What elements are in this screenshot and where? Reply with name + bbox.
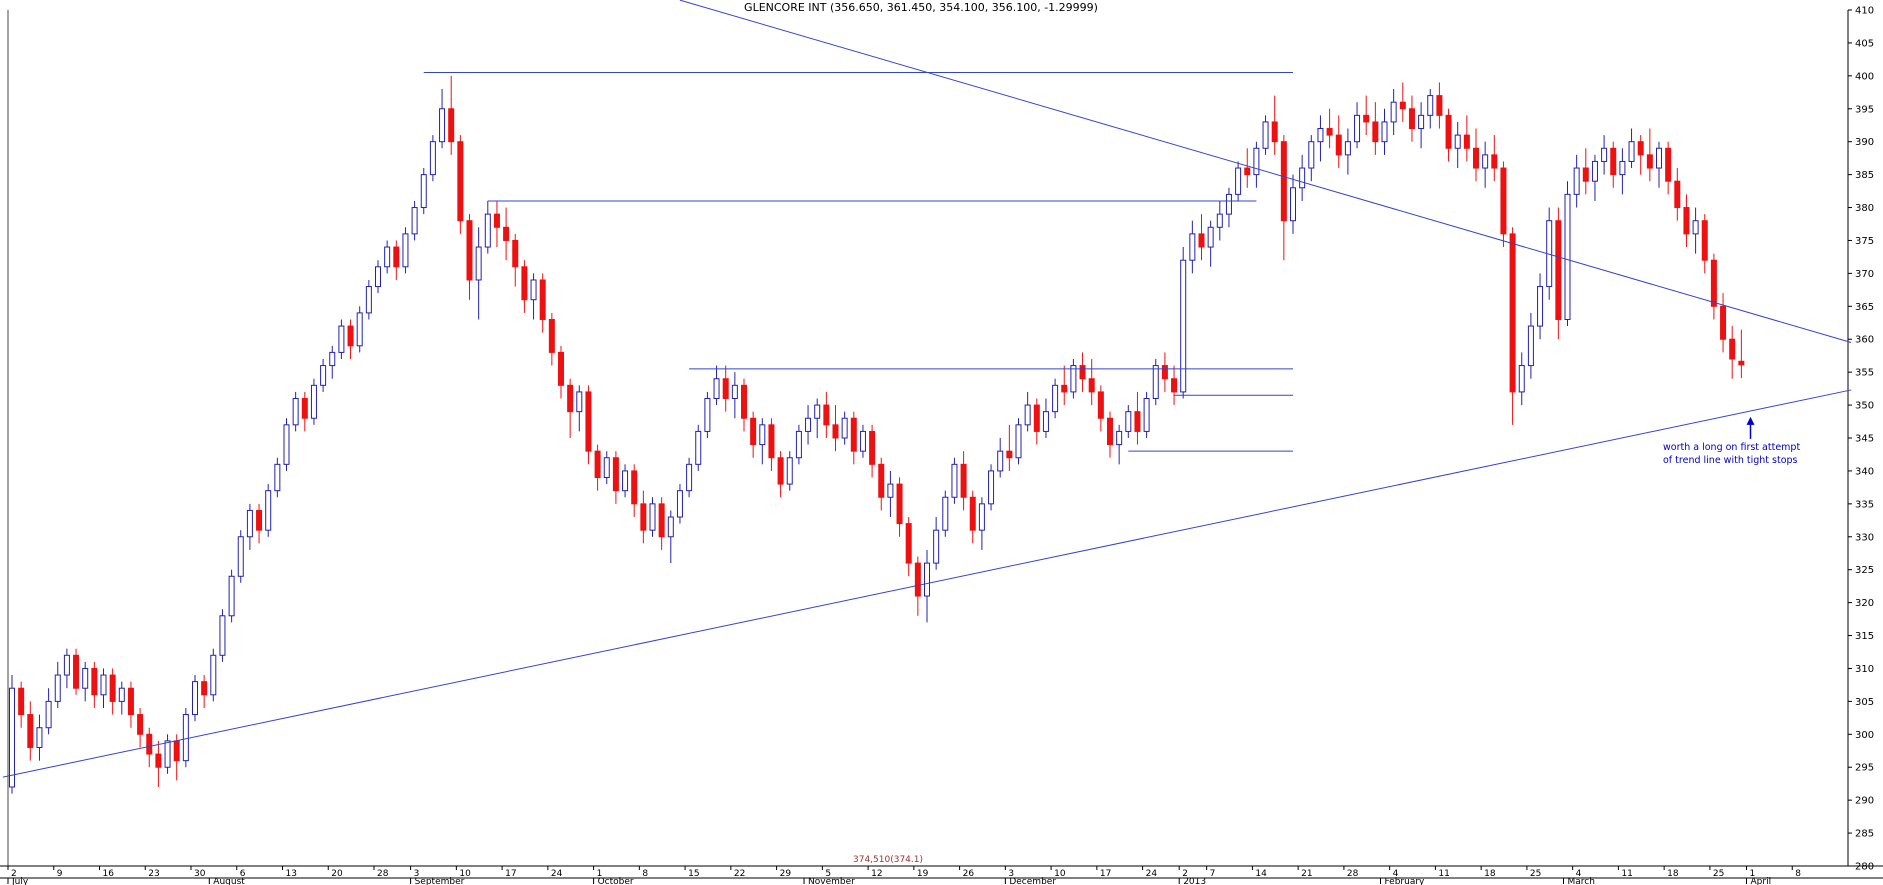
svg-text:3: 3 (1008, 869, 1014, 879)
svg-text:28: 28 (1347, 869, 1359, 879)
svg-text:29: 29 (780, 869, 792, 879)
svg-text:355: 355 (1855, 368, 1874, 379)
svg-text:October: October (598, 877, 634, 885)
svg-text:March: March (1568, 877, 1595, 885)
svg-text:380: 380 (1855, 203, 1874, 214)
svg-text:345: 345 (1855, 434, 1874, 445)
svg-text:390: 390 (1855, 137, 1874, 148)
svg-text:4: 4 (1393, 869, 1399, 879)
svg-text:25: 25 (1530, 869, 1541, 879)
svg-text:370: 370 (1855, 269, 1874, 280)
svg-text:23: 23 (148, 869, 159, 879)
trend-lines (2, 0, 1852, 778)
svg-text:8: 8 (1795, 869, 1801, 879)
svg-text:280: 280 (1855, 862, 1874, 873)
svg-text:330: 330 (1855, 532, 1874, 543)
svg-text:12: 12 (871, 869, 882, 879)
plot-frame (0, 10, 1883, 879)
svg-text:17: 17 (1100, 869, 1111, 879)
svg-text:18: 18 (1484, 869, 1496, 879)
svg-text:410: 410 (1855, 6, 1874, 17)
trade-annotation: worth a long on first attempt of trend l… (1663, 441, 1800, 467)
svg-text:July: July (11, 877, 29, 885)
svg-text:395: 395 (1855, 104, 1874, 115)
svg-text:2: 2 (1182, 869, 1188, 879)
descending-resistance (679, 0, 1852, 344)
svg-text:16: 16 (103, 869, 115, 879)
svg-text:11: 11 (1621, 869, 1632, 879)
svg-text:1: 1 (1750, 869, 1756, 879)
svg-text:320: 320 (1855, 598, 1874, 609)
svg-text:11: 11 (1438, 869, 1449, 879)
svg-text:26: 26 (963, 869, 975, 879)
svg-text:25: 25 (1713, 869, 1724, 879)
svg-text:22: 22 (734, 869, 745, 879)
x-axis: 2 9 16 23 30 6 13 20 28 3 10 17 24 1 8 15 22 29 5 12 19 26 3 10… (7, 866, 1801, 885)
svg-text:335: 335 (1855, 499, 1874, 510)
svg-text:325: 325 (1855, 565, 1874, 576)
svg-text:375: 375 (1855, 236, 1874, 247)
svg-text:December: December (1009, 877, 1056, 885)
svg-text:4: 4 (1576, 869, 1582, 879)
svg-text:14: 14 (1255, 869, 1267, 879)
svg-text:1: 1 (597, 869, 603, 879)
svg-text:13: 13 (286, 869, 297, 879)
svg-text:290: 290 (1855, 796, 1874, 807)
svg-text:28: 28 (377, 869, 389, 879)
chart-title: GLENCORE INT (356.650, 361.450, 354.100,… (744, 1, 1098, 14)
svg-text:295: 295 (1855, 763, 1874, 774)
svg-text:17: 17 (505, 869, 516, 879)
svg-text:310: 310 (1855, 664, 1874, 675)
svg-text:305: 305 (1855, 697, 1874, 708)
svg-text:405: 405 (1855, 38, 1874, 49)
svg-text:5: 5 (825, 869, 831, 879)
svg-text:21: 21 (1301, 869, 1312, 879)
svg-text:385: 385 (1855, 170, 1874, 181)
svg-text:300: 300 (1855, 730, 1874, 741)
svg-text:30: 30 (194, 869, 206, 879)
svg-text:November: November (808, 877, 855, 885)
svg-text:18: 18 (1667, 869, 1679, 879)
svg-text:350: 350 (1855, 401, 1874, 412)
svg-text:September: September (415, 877, 465, 885)
svg-text:360: 360 (1855, 335, 1874, 346)
svg-text:6: 6 (240, 869, 246, 879)
ascending-support (2, 389, 1852, 778)
svg-text:24: 24 (551, 869, 563, 879)
bottom-overlay-text: 374,510(374.1) (853, 855, 924, 865)
svg-text:365: 365 (1855, 302, 1874, 313)
svg-text:20: 20 (331, 869, 343, 879)
svg-text:August: August (213, 877, 245, 885)
buy-arrow-icon (1746, 416, 1755, 439)
svg-text:10: 10 (1054, 869, 1066, 879)
svg-text:April: April (1751, 877, 1772, 885)
svg-text:7: 7 (1210, 869, 1216, 879)
svg-text:24: 24 (1146, 869, 1158, 879)
svg-text:9: 9 (57, 869, 63, 879)
y-axis: 410 405 400 395 390 385 380 375 370 365 360 355 350 3… (1848, 6, 1874, 873)
svg-text:February: February (1385, 877, 1426, 885)
candlesticks (9, 75, 1745, 794)
svg-text:285: 285 (1855, 829, 1874, 840)
annotation-line-1: worth a long on first attempt (1663, 442, 1801, 453)
svg-text:3: 3 (414, 869, 420, 879)
svg-text:8: 8 (642, 869, 648, 879)
svg-text:10: 10 (459, 869, 471, 879)
svg-text:2: 2 (11, 869, 17, 879)
svg-text:15: 15 (688, 869, 699, 879)
svg-text:315: 315 (1855, 631, 1874, 642)
annotation-line-2: of trend line with tight stops (1663, 455, 1798, 466)
svg-text:340: 340 (1855, 466, 1874, 477)
svg-text:19: 19 (917, 869, 929, 879)
svg-text:2013: 2013 (1183, 877, 1206, 885)
svg-text:400: 400 (1855, 71, 1874, 82)
